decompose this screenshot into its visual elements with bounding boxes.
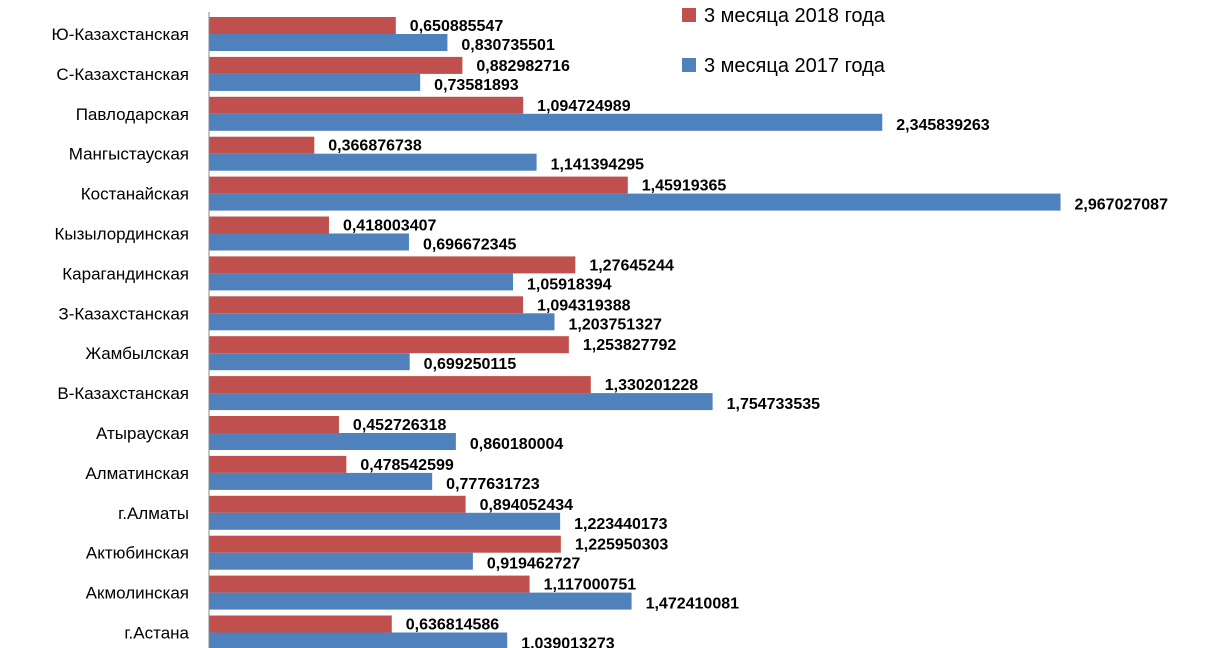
category-label: Актюбинская (86, 544, 189, 563)
category-label: Павлодарская (76, 105, 189, 124)
data-label-2018: 1,094724989 (537, 98, 631, 115)
category-label: г.Астана (124, 624, 189, 643)
category-label: Алматинская (85, 464, 189, 483)
data-label-2017: 1,203751327 (568, 316, 662, 333)
data-label-2018: 0,366876738 (328, 138, 422, 155)
bar-2018 (209, 17, 396, 34)
bar-2018 (209, 535, 561, 553)
data-label-2018: 1,117000751 (544, 577, 637, 594)
data-label-2017: 0,860180004 (470, 436, 564, 453)
bar-2017 (209, 153, 537, 171)
bar-2017 (209, 193, 1061, 211)
bar-2018 (209, 455, 347, 473)
bar-2018 (209, 96, 524, 114)
data-label-2018: 1,253827792 (583, 337, 677, 354)
data-label-2018: 1,330201228 (605, 377, 699, 394)
legend: 3 месяца 2018 года 3 месяца 2017 года (682, 5, 886, 77)
data-label-2018: 1,45919365 (642, 178, 727, 195)
data-label-2017: 1,039013273 (521, 636, 615, 648)
data-label-2017: 0,830735501 (461, 37, 555, 54)
bar-2017 (209, 632, 508, 648)
bar-2018 (209, 376, 591, 394)
bar-2017 (209, 393, 713, 411)
data-label-2018: 0,452726318 (353, 417, 447, 434)
bar-2017 (209, 552, 473, 570)
data-label-2017: 2,967027087 (1075, 197, 1169, 214)
data-label-2018: 0,478542599 (360, 457, 454, 474)
bar-2017 (209, 34, 448, 51)
data-label-2018: 0,418003407 (343, 218, 437, 235)
bar-2018 (209, 495, 466, 513)
bar-2018 (209, 216, 329, 234)
legend-label: 3 месяца 2018 года (704, 5, 886, 27)
data-label-2018: 0,894052434 (480, 497, 574, 514)
legend-swatch (682, 58, 696, 72)
legend-swatch (682, 8, 696, 22)
category-label: г.Алматы (118, 504, 189, 523)
data-label-2017: 0,696672345 (423, 237, 517, 254)
data-label-2017: 1,223440173 (574, 516, 668, 533)
data-label-2017: 1,472410081 (646, 596, 740, 613)
data-label-2017: 1,05918394 (527, 276, 612, 293)
data-label-2017: 0,919462727 (487, 556, 581, 573)
bar-2018 (209, 296, 524, 314)
category-label: Акмолинская (86, 584, 189, 603)
category-labels: Ю-Казахстанская С-Казахстанская Павлодарск… (52, 25, 190, 643)
bar-2018 (209, 176, 628, 194)
data-label-2017: 1,754733535 (727, 396, 821, 413)
category-label: С-Казахстанская (56, 65, 189, 84)
data-label-2018: 1,225950303 (575, 537, 669, 554)
category-label: Кызылординская (54, 225, 189, 244)
data-label-2018: 0,650885547 (410, 18, 504, 35)
bar-2017 (209, 512, 561, 530)
category-label: Костанайская (81, 185, 189, 204)
category-label: В-Казахстанская (57, 384, 189, 403)
bar-2017 (209, 113, 883, 131)
category-label: Жамбылская (85, 344, 189, 363)
category-label: Атырауская (96, 424, 189, 443)
data-label-2017: 2,345839263 (896, 117, 990, 134)
bar-2017 (209, 433, 456, 450)
bar-2017 (209, 73, 421, 91)
data-label-2017: 0,73581893 (434, 77, 519, 94)
data-label-2018: 1,094319388 (537, 297, 631, 314)
bar-2017 (209, 472, 433, 490)
bar-2017 (209, 273, 513, 291)
value-labels: 0,650885547 0,830735501 0,882982716 0,73581… (328, 18, 1168, 648)
data-label-2017: 0,699250115 (424, 356, 517, 373)
data-label-2018: 0,636814586 (406, 617, 500, 634)
bars-layer (209, 17, 1061, 648)
bar-2018 (209, 256, 576, 274)
data-label-2018: 0,882982716 (476, 58, 570, 75)
category-label: Ю-Казахстанская (52, 25, 189, 44)
data-label-2017: 1,141394295 (551, 157, 645, 174)
bar-2018 (209, 575, 530, 593)
category-label: Карагандинская (62, 264, 189, 283)
bar-2018 (209, 56, 463, 74)
bar-2017 (209, 313, 555, 331)
category-label: З-Казахстанская (58, 304, 189, 323)
category-label: Мангыстауская (69, 145, 189, 164)
legend-label: 3 месяца 2017 года (704, 55, 886, 77)
bar-2017 (209, 592, 632, 610)
data-label-2017: 0,777631723 (446, 476, 540, 493)
bar-2018 (209, 136, 315, 154)
bar-2017 (209, 233, 409, 251)
data-label-2018: 1,27645244 (589, 257, 674, 274)
bar-2017 (209, 353, 410, 371)
bar-2018 (209, 615, 392, 633)
bar-2018 (209, 416, 339, 433)
bar-2018 (209, 336, 569, 354)
